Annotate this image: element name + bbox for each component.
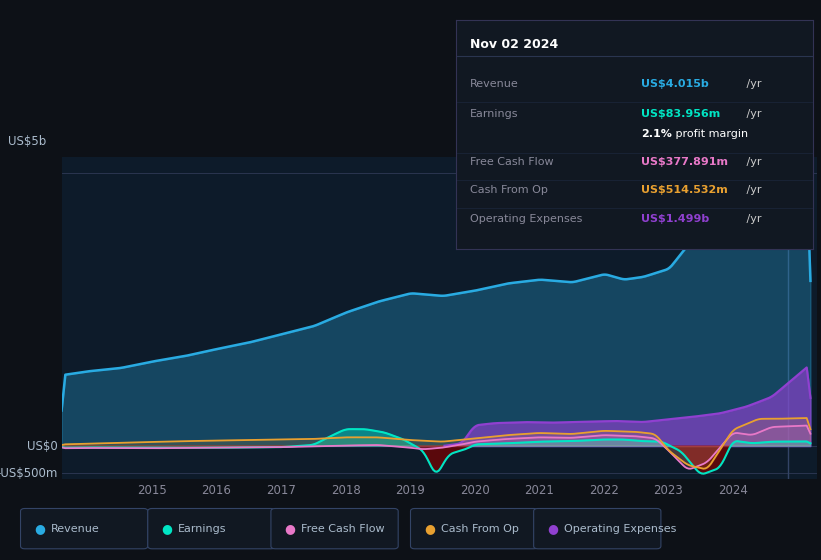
- Text: profit margin: profit margin: [672, 129, 748, 139]
- Text: Earnings: Earnings: [470, 109, 518, 119]
- Text: Free Cash Flow: Free Cash Flow: [301, 524, 385, 534]
- Text: ●: ●: [161, 522, 172, 535]
- Text: /yr: /yr: [743, 157, 762, 167]
- Text: US$0: US$0: [27, 440, 57, 452]
- Text: Revenue: Revenue: [51, 524, 99, 534]
- Text: ●: ●: [547, 522, 558, 535]
- Text: ●: ●: [284, 522, 296, 535]
- Text: /yr: /yr: [743, 79, 762, 89]
- Text: Cash From Op: Cash From Op: [441, 524, 519, 534]
- Text: US$83.956m: US$83.956m: [641, 109, 721, 119]
- Text: US$1.499b: US$1.499b: [641, 214, 709, 225]
- Text: Operating Expenses: Operating Expenses: [470, 214, 582, 225]
- Text: US$514.532m: US$514.532m: [641, 184, 728, 194]
- Text: Operating Expenses: Operating Expenses: [564, 524, 677, 534]
- Text: ●: ●: [34, 522, 45, 535]
- Text: ●: ●: [424, 522, 435, 535]
- Text: US$377.891m: US$377.891m: [641, 157, 728, 167]
- Text: Revenue: Revenue: [470, 79, 519, 89]
- Text: -US$500m: -US$500m: [0, 467, 57, 480]
- Text: US$4.015b: US$4.015b: [641, 79, 709, 89]
- Text: 2.1%: 2.1%: [641, 129, 672, 139]
- Text: Cash From Op: Cash From Op: [470, 184, 548, 194]
- Text: Earnings: Earnings: [178, 524, 227, 534]
- Text: US$5b: US$5b: [8, 136, 47, 148]
- Text: /yr: /yr: [743, 214, 762, 225]
- Text: /yr: /yr: [743, 109, 762, 119]
- Text: Free Cash Flow: Free Cash Flow: [470, 157, 553, 167]
- Text: /yr: /yr: [743, 184, 762, 194]
- Text: Nov 02 2024: Nov 02 2024: [470, 38, 558, 51]
